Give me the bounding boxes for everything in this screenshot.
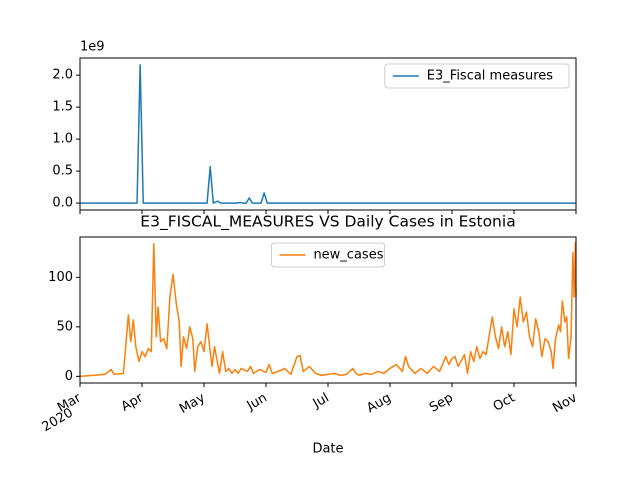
axes-frame [79,57,577,211]
x-year-label: 2020 [40,406,76,436]
offset-label: 1e9 [80,40,105,55]
y-tick-label: 0.5 [52,164,73,179]
legend-box [270,242,386,268]
y-tick-label: 1.5 [52,100,73,115]
x-tick-label: Jun [244,391,270,415]
data-line [79,241,577,378]
data-line [80,64,576,204]
x-tick-label: Apr [119,390,147,415]
chart-title: E3_FISCAL_MEASURES VS Daily Cases in Est… [140,213,515,232]
y-tick-label: 0 [65,369,73,384]
y-tick-label: 2.0 [52,68,73,83]
legend-label: new_cases [313,248,383,263]
y-tick-label: 100 [48,270,73,285]
axes-frame [79,236,577,384]
y-tick-label: 0.0 [52,196,73,211]
x-tick-label: Oct [491,391,518,415]
legend-box [384,63,570,89]
x-tick-label: Jul [310,391,332,412]
x-tick-label: Aug [364,391,393,417]
legend-label: E3_Fiscal measures [427,69,553,84]
x-tick-label: May [177,390,208,417]
x-tick-label: Nov [550,390,580,416]
y-tick-label: 50 [56,319,73,334]
x-tick-label: Sep [427,391,456,416]
y-tick-label: 1.0 [52,132,73,147]
x-axis-label: Date [312,442,343,457]
